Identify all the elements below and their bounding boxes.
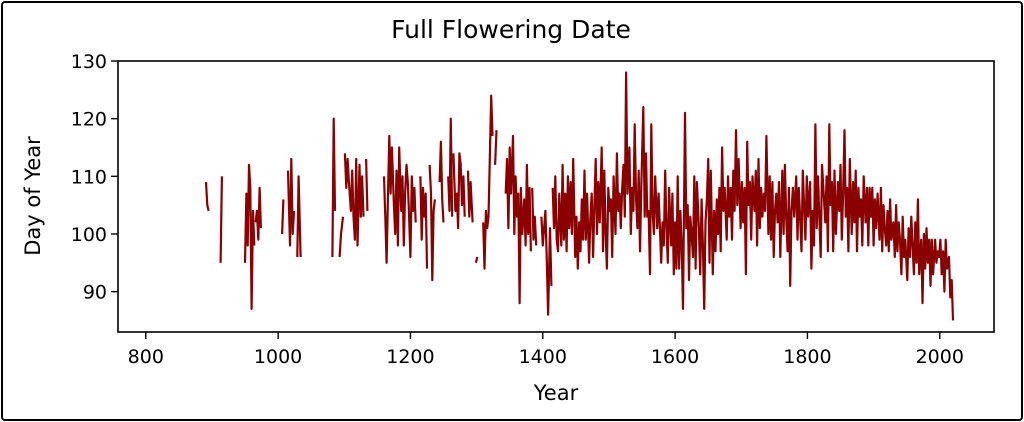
y-tick-label: 110: [71, 166, 107, 188]
series-line-segment: [447, 117, 454, 217]
series-line-segment: [331, 117, 337, 258]
series-line-segment: [243, 163, 256, 310]
series-line-segment: [551, 71, 955, 321]
plot-area: [117, 60, 995, 333]
series-line-segment: [281, 199, 285, 235]
series-line-segment: [438, 140, 445, 223]
x-tick-label: 1200: [386, 346, 434, 368]
series-line-segment: [504, 134, 532, 305]
series-line-segment: [343, 153, 365, 247]
x-tick-label: 1000: [254, 346, 302, 368]
series-line-segment: [254, 186, 262, 241]
y-axis-label: Day of Year: [21, 136, 45, 256]
series-line-segment: [204, 182, 210, 212]
chart-title: Full Flowering Date: [391, 15, 631, 44]
series-line-segment: [296, 175, 302, 258]
series-line-segment: [365, 158, 369, 211]
series-line-segment: [482, 94, 494, 270]
series-line-segment: [452, 152, 466, 230]
y-tick-label: 120: [71, 109, 107, 131]
series-line-segment: [474, 256, 479, 264]
series-line-segment: [286, 157, 296, 247]
series-line-segment: [419, 176, 429, 269]
series-line-segment: [494, 130, 498, 165]
y-tick-label: 90: [83, 282, 107, 304]
y-axis-ticks: 90 100 110 120 130: [71, 51, 118, 304]
series-line-segment: [540, 209, 553, 316]
series-line-segment: [531, 187, 538, 246]
x-tick-label: 1800: [783, 346, 831, 368]
y-tick-label: 100: [71, 224, 107, 246]
series-line-segment: [338, 216, 345, 258]
x-tick-label: 1400: [519, 346, 567, 368]
x-tick-label: 800: [128, 346, 164, 368]
x-tick-label: 2000: [916, 346, 964, 368]
series-line-segment: [219, 176, 223, 263]
series-line-segment: [382, 134, 417, 264]
series-line-segment: [428, 164, 436, 282]
series-line-segment: [466, 170, 474, 223]
x-axis-ticks: 800 1000 1200 1400 1600 1800 2000: [128, 332, 964, 368]
y-tick-label: 130: [71, 51, 107, 73]
series-layer: [204, 71, 955, 321]
x-tick-label: 1600: [651, 346, 699, 368]
x-axis-label: Year: [533, 381, 579, 405]
